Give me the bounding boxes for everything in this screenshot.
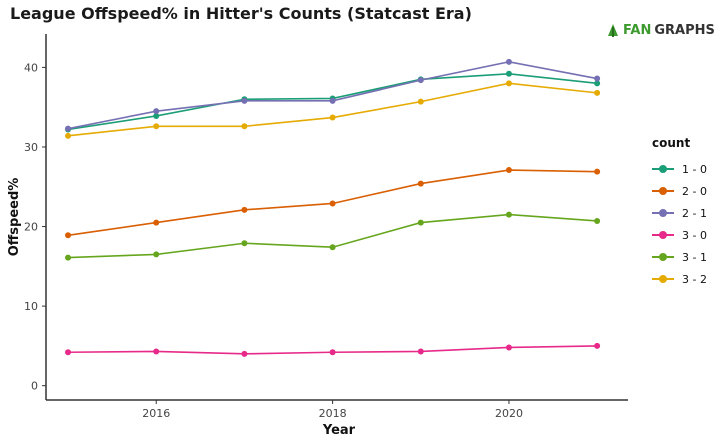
legend-label: 3 - 2 — [682, 272, 707, 286]
data-point — [594, 89, 601, 96]
legend-item: 3 - 2 — [652, 268, 707, 290]
data-point — [505, 58, 512, 65]
data-point — [153, 348, 160, 355]
brand-fan: FAN — [623, 22, 652, 38]
legend-swatch — [652, 185, 674, 197]
legend-title: count — [652, 136, 691, 150]
data-point — [505, 70, 512, 77]
legend-label: 3 - 0 — [682, 228, 707, 242]
data-point — [65, 132, 72, 139]
series-line — [68, 213, 598, 259]
data-point — [594, 75, 601, 82]
data-point — [65, 232, 72, 239]
data-point — [65, 349, 72, 356]
legend-item: 2 - 0 — [652, 180, 707, 202]
data-point — [417, 180, 424, 187]
legend-item: 1 - 0 — [652, 158, 707, 180]
data-point — [241, 206, 248, 213]
data-point — [241, 123, 248, 130]
data-point — [417, 77, 424, 84]
data-point — [505, 167, 512, 174]
data-point — [329, 349, 336, 356]
y-tick-label: 40 — [24, 61, 38, 74]
data-point — [153, 251, 160, 258]
y-tick-label: 0 — [31, 380, 38, 393]
data-point — [417, 98, 424, 105]
data-point — [329, 114, 336, 121]
data-point — [241, 97, 248, 104]
legend-swatch — [652, 163, 674, 175]
data-point — [241, 350, 248, 357]
data-point — [505, 211, 512, 218]
legend-item: 3 - 1 — [652, 246, 707, 268]
legend-label: 2 - 1 — [682, 206, 707, 220]
data-point — [65, 254, 72, 261]
data-point — [417, 348, 424, 355]
legend-label: 1 - 0 — [682, 162, 707, 176]
y-tick-label: 30 — [24, 141, 38, 154]
data-point — [329, 200, 336, 207]
brand-graphs: GRAPHS — [654, 22, 715, 38]
legend-swatch — [652, 207, 674, 219]
legend-label: 3 - 1 — [682, 250, 707, 264]
data-point — [505, 80, 512, 87]
x-axis-label: Year — [322, 423, 356, 438]
data-point — [153, 108, 160, 115]
legend-swatch — [652, 229, 674, 241]
data-point — [594, 217, 601, 224]
legend: count 1 - 0 2 - 0 2 - 1 3 - 0 3 - 1 3 - 2 — [652, 136, 707, 290]
data-point — [505, 344, 512, 351]
y-tick-label: 10 — [24, 300, 38, 313]
series-line — [67, 82, 598, 137]
data-point — [153, 123, 160, 130]
data-point — [594, 342, 601, 349]
data-point — [594, 168, 601, 175]
legend-label: 2 - 0 — [682, 184, 707, 198]
y-tick-label: 20 — [24, 221, 38, 234]
data-point — [241, 240, 248, 247]
legend-item: 3 - 0 — [652, 224, 707, 246]
data-point — [594, 80, 601, 87]
x-tick-label: 2020 — [495, 407, 523, 420]
legend-swatch — [652, 251, 674, 263]
data-point — [417, 219, 424, 226]
y-axis-label: Offspeed% — [7, 178, 22, 257]
data-point — [153, 219, 160, 226]
data-point — [329, 97, 336, 104]
chart-title: League Offspeed% in Hitter's Counts (Sta… — [10, 4, 472, 23]
fangraphs-leaf-icon — [608, 24, 618, 37]
x-tick-label: 2016 — [142, 407, 170, 420]
data-point — [153, 112, 160, 119]
data-point — [65, 125, 72, 132]
x-tick-label: 2018 — [319, 407, 347, 420]
legend-item: 2 - 1 — [652, 202, 707, 224]
fangraphs-logo: FAN GRAPHS — [606, 22, 715, 38]
data-point — [329, 244, 336, 251]
legend-swatch — [652, 273, 674, 285]
